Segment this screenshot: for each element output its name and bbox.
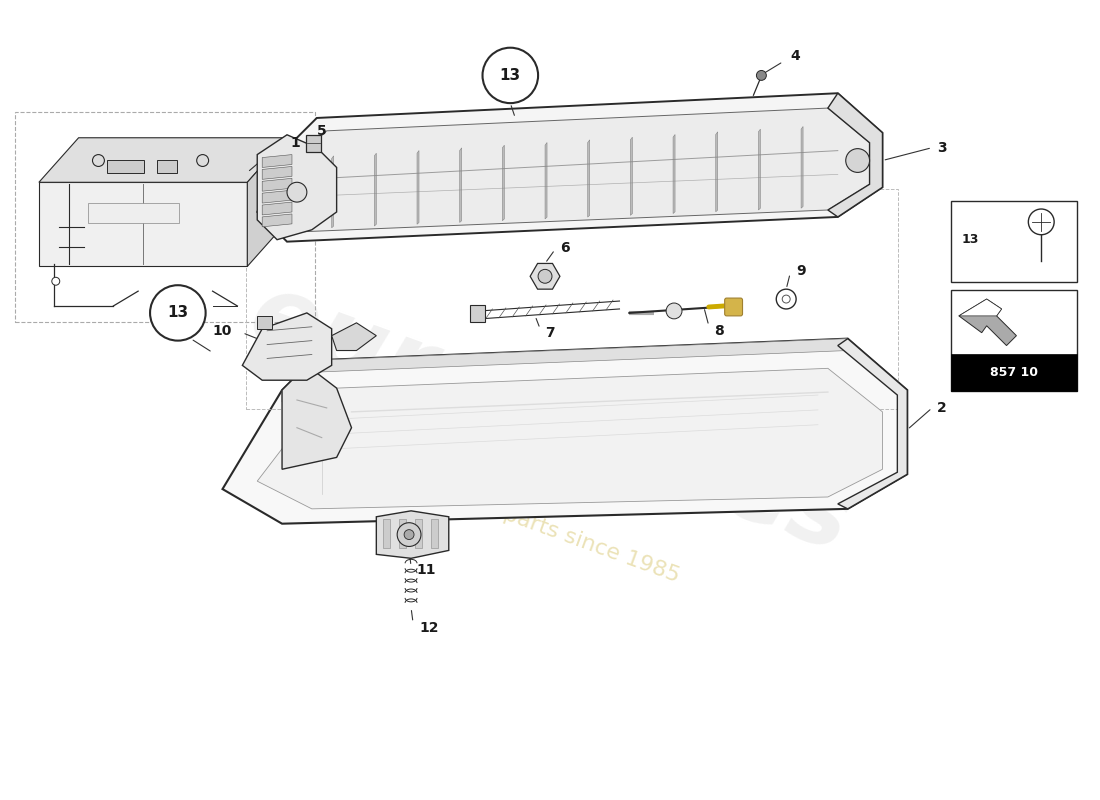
Polygon shape: [332, 323, 376, 350]
Text: 10: 10: [212, 324, 232, 338]
Polygon shape: [673, 134, 675, 214]
Polygon shape: [257, 134, 337, 240]
Text: 9: 9: [796, 264, 805, 278]
Polygon shape: [262, 214, 292, 227]
Polygon shape: [262, 202, 292, 215]
Circle shape: [287, 182, 307, 202]
Polygon shape: [415, 518, 422, 549]
Polygon shape: [248, 138, 287, 266]
Text: 13: 13: [961, 233, 979, 246]
Polygon shape: [587, 140, 590, 217]
Polygon shape: [262, 190, 292, 203]
Polygon shape: [544, 142, 547, 219]
FancyBboxPatch shape: [470, 305, 484, 322]
Polygon shape: [460, 148, 462, 222]
Polygon shape: [959, 299, 1002, 316]
Text: 2: 2: [937, 401, 947, 415]
Polygon shape: [828, 94, 882, 217]
FancyBboxPatch shape: [88, 203, 179, 223]
Circle shape: [846, 149, 870, 172]
FancyBboxPatch shape: [306, 134, 321, 152]
Circle shape: [782, 295, 790, 303]
Text: 5: 5: [317, 124, 327, 138]
Circle shape: [667, 303, 682, 319]
Polygon shape: [282, 366, 352, 470]
Polygon shape: [332, 156, 333, 228]
FancyBboxPatch shape: [725, 298, 742, 316]
Polygon shape: [39, 182, 248, 266]
Text: eurospares: eurospares: [236, 266, 864, 574]
Text: 1: 1: [290, 136, 299, 150]
Text: 4: 4: [790, 49, 800, 62]
Polygon shape: [39, 138, 287, 182]
Text: 13: 13: [167, 306, 188, 321]
FancyBboxPatch shape: [950, 290, 1077, 391]
Polygon shape: [374, 153, 376, 226]
FancyBboxPatch shape: [108, 159, 144, 174]
Polygon shape: [417, 150, 419, 224]
Circle shape: [404, 530, 414, 539]
FancyBboxPatch shape: [950, 201, 1077, 282]
Polygon shape: [257, 368, 882, 509]
Polygon shape: [242, 313, 332, 380]
Circle shape: [150, 286, 206, 341]
Text: 11: 11: [416, 563, 436, 578]
Polygon shape: [222, 338, 908, 524]
Text: 3: 3: [937, 141, 947, 154]
Polygon shape: [376, 511, 449, 558]
Circle shape: [92, 154, 104, 166]
Circle shape: [777, 289, 796, 309]
Circle shape: [757, 70, 767, 80]
Polygon shape: [399, 518, 406, 549]
Text: 12: 12: [419, 621, 439, 634]
Polygon shape: [758, 129, 760, 210]
Polygon shape: [257, 94, 882, 242]
FancyBboxPatch shape: [157, 159, 177, 174]
Polygon shape: [530, 263, 560, 289]
Polygon shape: [503, 145, 504, 221]
Polygon shape: [383, 518, 390, 549]
Polygon shape: [838, 338, 908, 509]
Text: 6: 6: [560, 241, 570, 254]
Polygon shape: [274, 108, 870, 232]
Polygon shape: [257, 316, 272, 329]
Polygon shape: [801, 126, 803, 208]
Polygon shape: [262, 154, 292, 167]
Circle shape: [397, 522, 421, 546]
Polygon shape: [282, 338, 848, 402]
Circle shape: [1028, 209, 1054, 234]
FancyBboxPatch shape: [950, 354, 1077, 391]
Polygon shape: [262, 166, 292, 179]
Circle shape: [197, 154, 209, 166]
Text: 7: 7: [544, 326, 554, 340]
Text: a passion for parts since 1985: a passion for parts since 1985: [359, 452, 682, 586]
Circle shape: [538, 270, 552, 283]
Text: 8: 8: [714, 324, 724, 338]
Polygon shape: [431, 518, 438, 549]
Text: 857 10: 857 10: [990, 366, 1038, 378]
Polygon shape: [716, 132, 717, 212]
Circle shape: [52, 278, 59, 286]
Polygon shape: [959, 299, 1016, 346]
Polygon shape: [630, 137, 632, 215]
Polygon shape: [262, 178, 292, 191]
Text: 13: 13: [499, 68, 521, 83]
Circle shape: [483, 48, 538, 103]
